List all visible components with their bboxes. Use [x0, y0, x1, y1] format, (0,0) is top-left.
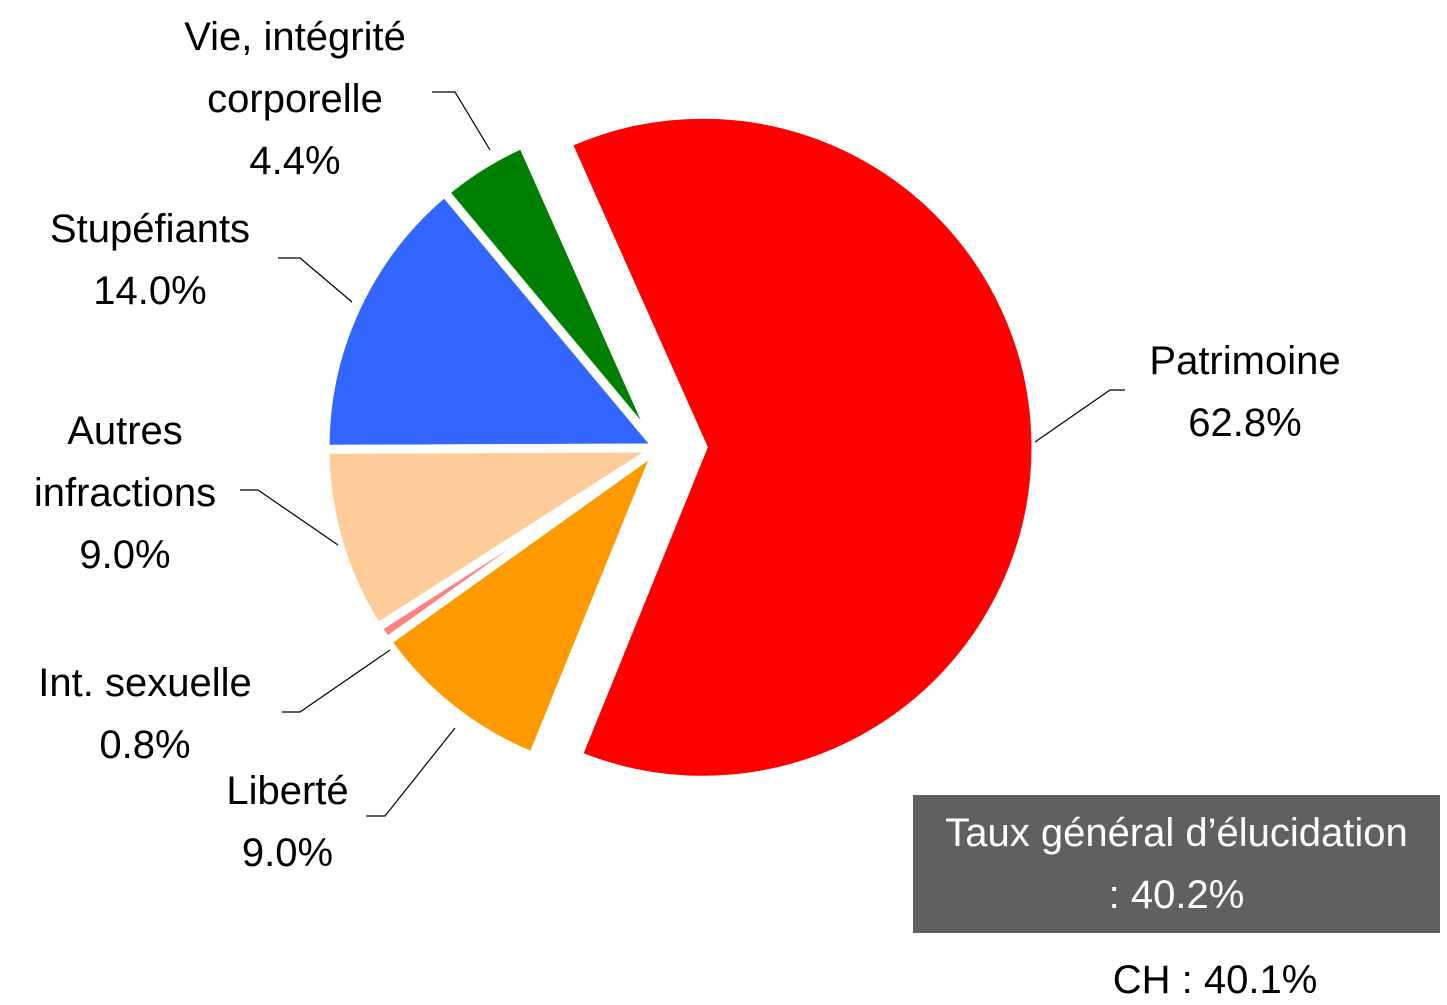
category-label: Autres infractions	[33, 409, 217, 515]
value-label: 4.4%	[249, 139, 341, 183]
slice-label: Liberté 9.0%	[195, 760, 380, 884]
leader-line	[282, 649, 391, 713]
annotation-box: Taux général d’élucidation : 40.2%	[913, 795, 1440, 933]
category-label: Int. sexuelle	[38, 661, 252, 705]
leader-line	[1034, 389, 1125, 443]
leader-line	[240, 489, 339, 546]
category-label: Stupéfiants	[49, 207, 251, 251]
pie-slice	[320, 443, 674, 634]
leader-line	[432, 91, 491, 151]
slice-label: Int. sexuelle 0.8%	[10, 652, 280, 776]
slice-label: Autres infractions 9.0%	[10, 400, 240, 586]
leader-lines	[240, 91, 1125, 817]
value-label: 9.0%	[79, 533, 171, 577]
value-label: 62.8%	[1188, 401, 1302, 445]
leader-line	[278, 257, 353, 303]
category-label: Patrimoine	[1149, 339, 1341, 383]
pie-slice	[320, 185, 668, 454]
category-label: Liberté	[226, 769, 349, 813]
value-label: 9.0%	[241, 831, 334, 875]
leader-line	[366, 727, 456, 817]
value-label: 14.0%	[93, 269, 207, 313]
slice-label: Patrimoine 62.8%	[1125, 330, 1365, 454]
slice-label: Stupéfiants 14.0%	[10, 198, 290, 322]
value-label: 0.8%	[99, 723, 191, 767]
annotation: CH : 40.1%	[1112, 958, 1318, 1002]
slice-label: Vie, intégrité corporelle 4.4%	[150, 6, 440, 192]
category-label: Vie, intégrité corporelle	[184, 15, 406, 121]
annotation: Taux général d’élucidation : 40.2%	[945, 811, 1408, 917]
pie-slice	[380, 435, 668, 763]
